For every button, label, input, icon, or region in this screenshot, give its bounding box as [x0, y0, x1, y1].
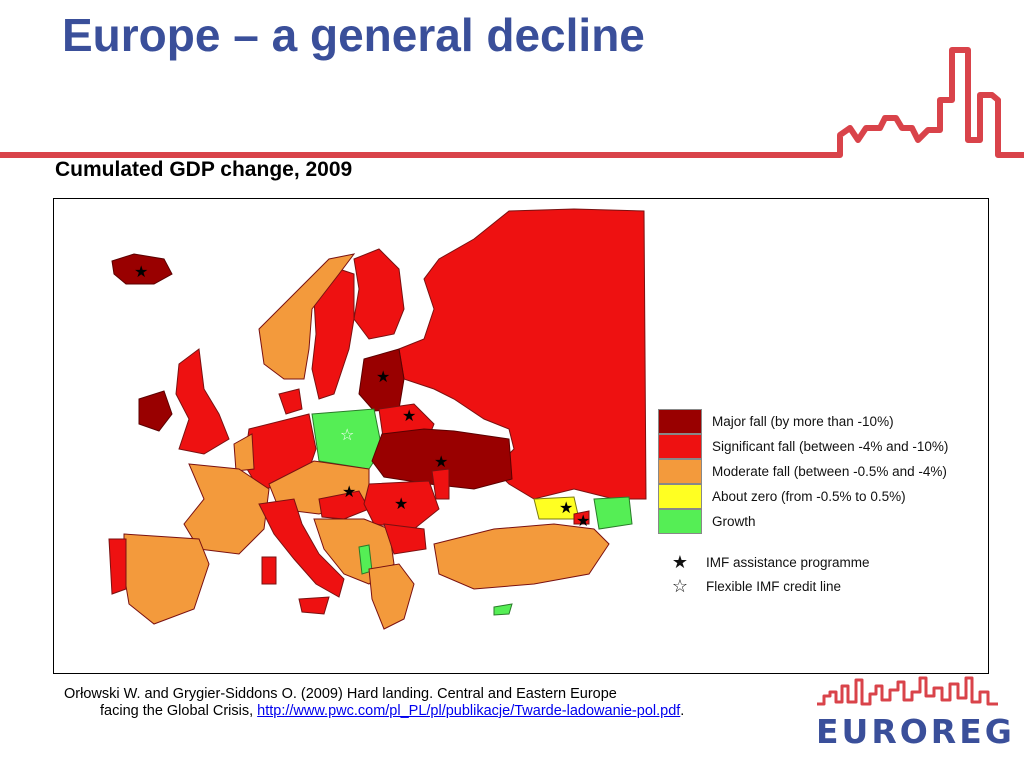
region-greece [368, 563, 415, 630]
imf-markers: ★ ★ ★ ☆ ★ ★ ★ ★ ★ [134, 262, 590, 530]
region-italy [258, 498, 345, 598]
logo-wordmark: EUROREG [816, 712, 1015, 751]
legend-label: About zero (from -0.5% to 0.5%) [712, 489, 906, 504]
legend-label: Flexible IMF credit line [706, 578, 842, 594]
euroreg-logo: EUROREG [812, 672, 1012, 752]
citation-end: . [680, 703, 685, 719]
region-bulgaria [383, 523, 427, 555]
citation-text: Orłowski W. and Grygier-Siddons O. (2009… [64, 686, 617, 702]
region-russia [398, 208, 647, 500]
legend-swatch [658, 459, 702, 484]
region-norway [258, 253, 356, 380]
legend-label: Moderate fall (between -0.5% and -4%) [712, 464, 947, 479]
europe-map-svg: ★ ★ ★ ☆ ★ ★ ★ ★ ★ [108, 208, 647, 630]
legend-swatch [658, 409, 702, 434]
source-citation: Orłowski W. and Grygier-Siddons O. (2009… [64, 686, 752, 720]
legend-row-growth: Growth [658, 509, 988, 534]
region-sicily [298, 596, 330, 615]
region-ukraine [371, 428, 513, 490]
legend-label: Significant fall (between -4% and -10%) [712, 439, 949, 454]
slide-title: Europe – a general decline [62, 9, 645, 61]
legend-label: IMF assistance programme [706, 554, 870, 570]
legend-row-about-zero: About zero (from -0.5% to 0.5%) [658, 484, 988, 509]
legend-swatch [658, 484, 702, 509]
citation-text-cont: facing the Global Crisis, [100, 703, 254, 719]
region-finland [353, 248, 405, 340]
region-uk [175, 348, 230, 455]
legend-swatch [658, 434, 702, 459]
region-armenia [573, 510, 590, 525]
region-iceland [111, 253, 173, 285]
legend-row-imf-assistance: ★ IMF assistance programme [658, 550, 988, 574]
marker-romania: ★ [394, 494, 408, 513]
legend-row-flexible-credit: ☆ Flexible IMF credit line [658, 574, 988, 598]
marker-hungary: ★ [342, 482, 356, 501]
region-denmark [278, 388, 303, 415]
marker-iceland: ★ [134, 262, 148, 281]
legend-row-moderate-fall: Moderate fall (between -0.5% and -4%) [658, 459, 988, 484]
marker-belarus: ★ [402, 406, 416, 425]
citation-link[interactable]: http://www.pwc.com/pl_PL/pl/publikacje/T… [257, 703, 681, 719]
marker-poland: ☆ [340, 425, 354, 444]
region-moldova [431, 468, 450, 500]
legend-row-significant-fall: Significant fall (between -4% and -10%) [658, 434, 988, 459]
skyline-decoration-top [0, 47, 1024, 158]
marker-armenia: ★ [576, 511, 590, 530]
legend-swatch [658, 509, 702, 534]
region-france [183, 463, 270, 555]
filled-star-icon: ★ [671, 552, 689, 572]
region-azerbaijan [593, 496, 633, 530]
chart-subtitle: Cumulated GDP change, 2009 [55, 158, 353, 181]
skyline-logo-icon [817, 676, 998, 706]
europe-gdp-map: ★ ★ ★ ☆ ★ ★ ★ ★ ★ Major fall (by more th… [53, 198, 989, 674]
legend-row-major-fall: Major fall (by more than -10%) [658, 409, 988, 434]
marker-ukraine: ★ [434, 452, 448, 471]
region-sweden [311, 268, 355, 400]
region-turkey [433, 523, 610, 590]
region-sardinia [261, 556, 277, 585]
region-benelux [233, 433, 255, 472]
marker-georgia: ★ [559, 498, 573, 517]
region-portugal [108, 538, 127, 595]
marker-latvia: ★ [376, 367, 390, 386]
region-hungary [318, 490, 370, 520]
legend-label: Major fall (by more than -10%) [712, 414, 894, 429]
outline-star-icon: ☆ [671, 576, 689, 596]
legend-label: Growth [712, 514, 756, 529]
region-cyprus [493, 603, 513, 616]
region-spain [123, 533, 210, 625]
map-legend: Major fall (by more than -10%) Significa… [658, 409, 988, 598]
region-ireland [138, 390, 173, 432]
